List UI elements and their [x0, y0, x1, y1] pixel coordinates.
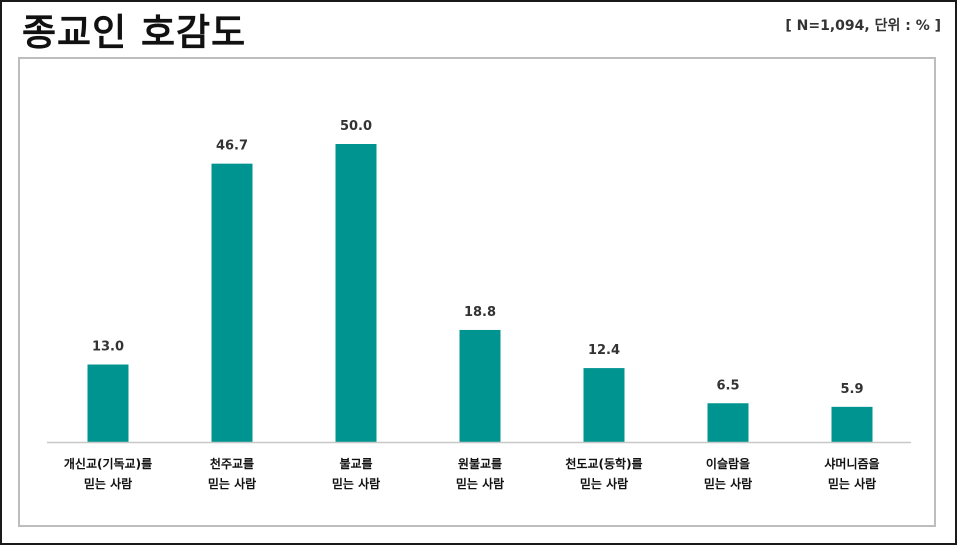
value-label-3: 50.0 [340, 119, 372, 134]
bar-3 [335, 144, 377, 442]
category-label-1-line-2: 믿는 사람 [84, 476, 132, 491]
sample-note: [ N=1,094, 단위 : % ] [785, 18, 941, 34]
category-label-4-line-2: 믿는 사람 [456, 476, 504, 491]
category-label-7-line-1: 샤머니즘을 [824, 456, 879, 471]
category-label-3-line-2: 믿는 사람 [332, 476, 380, 491]
bar-6 [707, 403, 749, 442]
bar-4 [459, 329, 501, 442]
value-label-2: 46.7 [216, 139, 248, 154]
bar-1 [87, 364, 129, 442]
value-label-1: 13.0 [92, 340, 124, 355]
bars-group [87, 144, 873, 442]
category-label-3-line-1: 불교를 [339, 457, 372, 471]
category-label-4-line-1: 원불교를 [458, 457, 502, 471]
bar-7 [831, 406, 873, 442]
category-label-5-line-2: 믿는 사람 [580, 476, 628, 491]
value-label-7: 5.9 [840, 382, 863, 397]
value-label-6: 6.5 [716, 378, 739, 393]
page-title: 종교인 호감도 [22, 11, 247, 54]
value-label-5: 12.4 [588, 343, 620, 358]
category-label-7-line-2: 믿는 사람 [828, 476, 876, 491]
category-label-5-line-1: 천도교(동학)를 [565, 456, 642, 471]
category-label-6-line-1: 이슬람을 [706, 456, 750, 471]
category-label-2-line-1: 천주교를 [210, 456, 254, 471]
category-label-2-line-2: 믿는 사람 [208, 476, 256, 491]
chart-frame [18, 57, 936, 527]
value-label-4: 18.8 [464, 305, 496, 320]
bar-2 [211, 163, 253, 442]
category-label-1-line-1: 개신교(기독교)를 [64, 456, 152, 471]
category-label-6-line-2: 믿는 사람 [704, 476, 752, 491]
bar-5 [583, 368, 625, 442]
